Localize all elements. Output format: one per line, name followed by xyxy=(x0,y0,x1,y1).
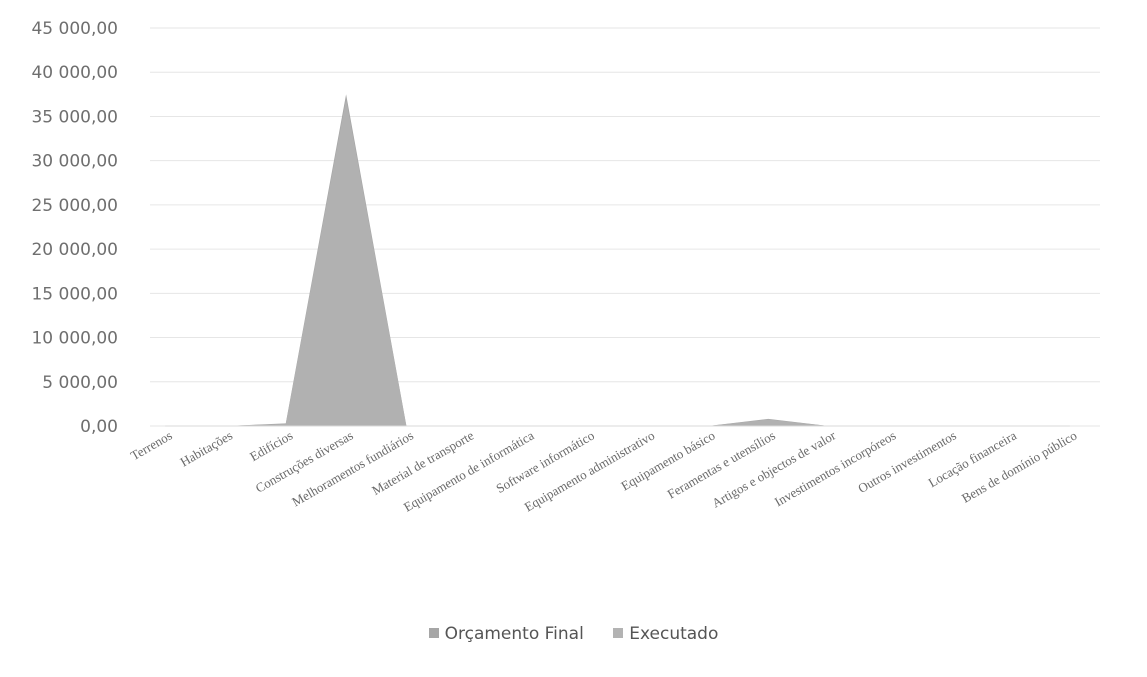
y-tick-label: 20 000,00 xyxy=(31,240,118,260)
x-tick-label: Material de transporte xyxy=(369,427,476,497)
series-area-executado xyxy=(165,98,1070,426)
y-tick-label: 10 000,00 xyxy=(31,329,118,349)
legend-label-orcamento-final: Orçamento Final xyxy=(444,624,584,644)
series-areas xyxy=(165,94,1070,426)
legend-item-orcamento-final: Orçamento Final xyxy=(428,624,584,644)
y-tick-label: 45 000,00 xyxy=(31,19,118,39)
x-tick-label: Software informático xyxy=(493,428,596,496)
legend: Orçamento Final Executado xyxy=(0,624,1147,644)
x-tick-label: Outros investimentos xyxy=(855,428,959,496)
y-tick-label: 35 000,00 xyxy=(31,107,118,127)
y-tick-label: 40 000,00 xyxy=(31,63,118,83)
legend-label-executado: Executado xyxy=(629,624,719,644)
gridlines xyxy=(150,27,1100,427)
y-tick-label: 5 000,00 xyxy=(42,373,118,393)
y-axis-ticks: 0,00 5 000,00 10 000,00 15 000,00 20 000,00 2… xyxy=(31,19,118,437)
legend-swatch-executado xyxy=(613,628,624,638)
y-tick-label: 15 000,00 xyxy=(31,284,118,304)
y-tick-label: 0,00 xyxy=(80,417,118,437)
legend-item-executado: Executado xyxy=(613,624,718,644)
x-tick-label: Habitações xyxy=(177,428,235,470)
x-tick-label: Terrenos xyxy=(128,428,175,464)
y-tick-label: 25 000,00 xyxy=(31,196,118,216)
x-tick-label: Edifícios xyxy=(247,428,295,464)
y-tick-label: 30 000,00 xyxy=(31,152,118,172)
x-tick-label: Bens de domínio público xyxy=(959,428,1079,506)
legend-swatch-orcamento-final xyxy=(428,628,439,638)
